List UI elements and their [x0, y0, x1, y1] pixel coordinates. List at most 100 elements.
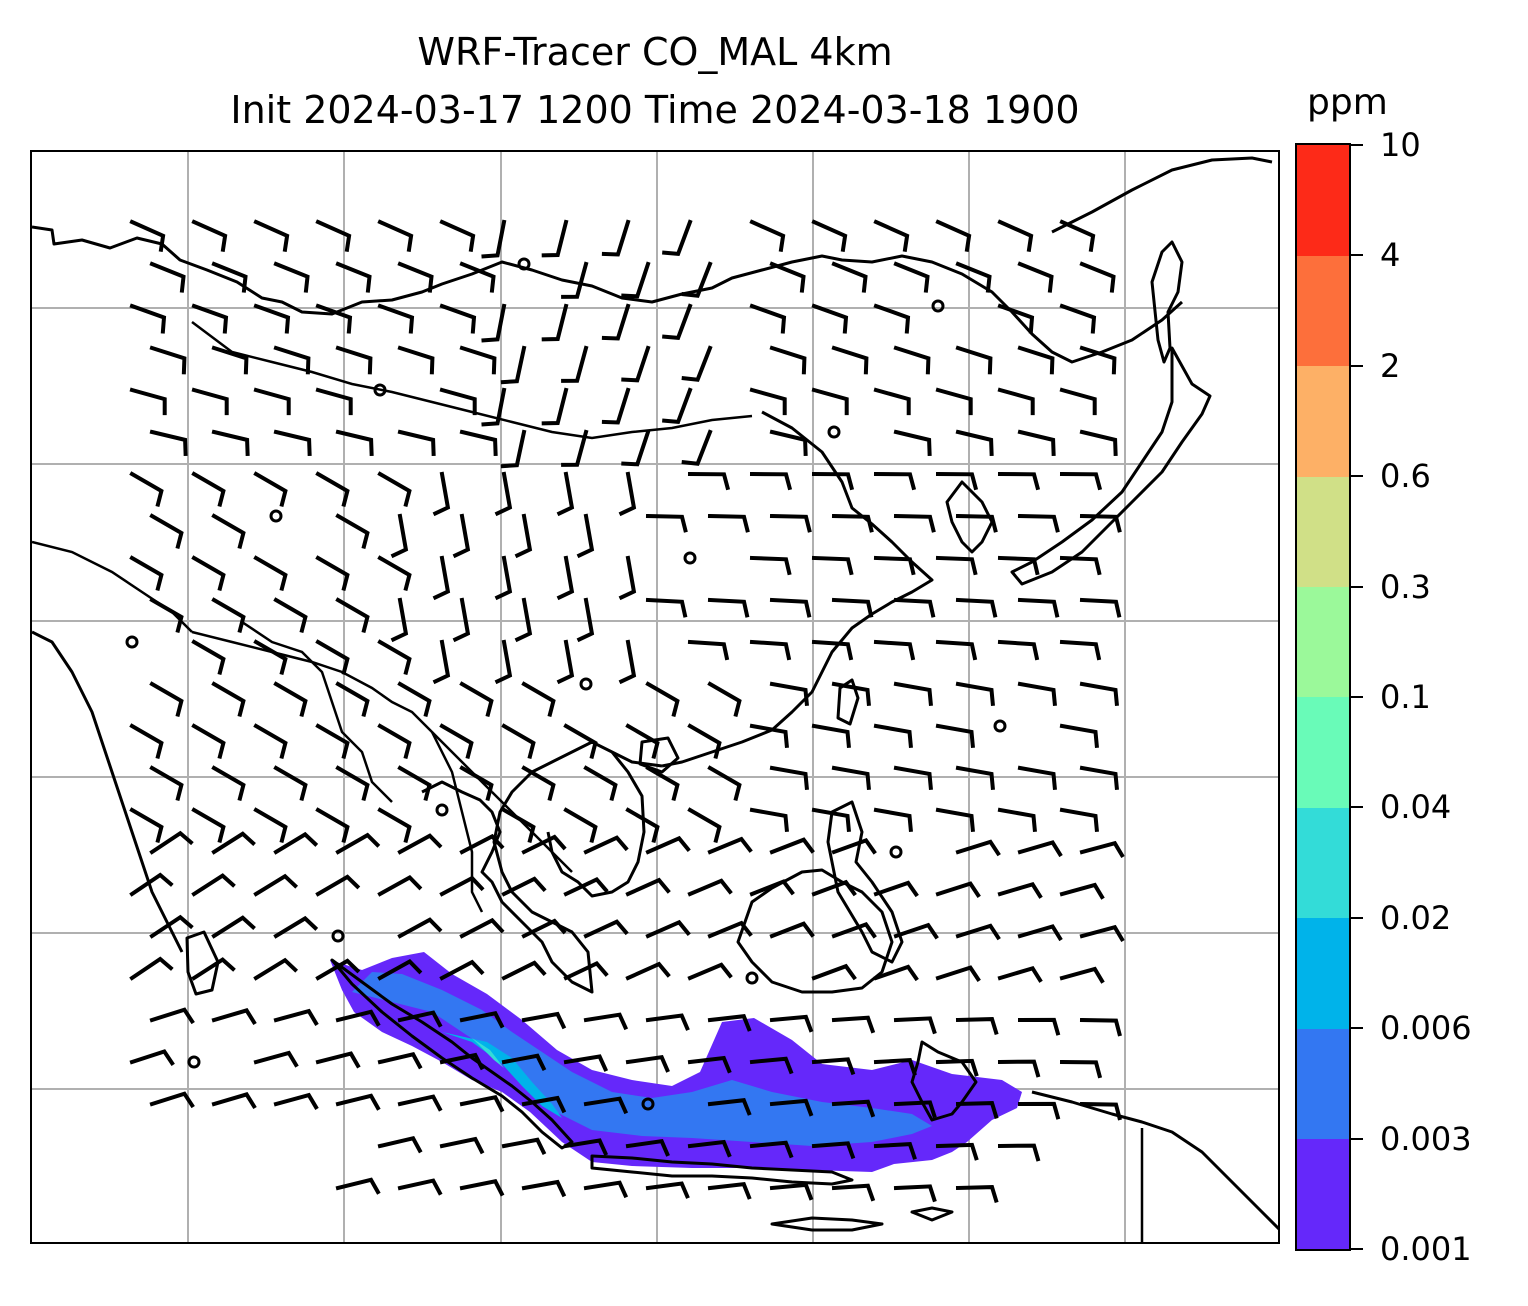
wind-barb	[377, 1052, 423, 1070]
wind-barb	[1079, 597, 1122, 618]
wind-barb	[191, 873, 236, 897]
colorbar-tick-label: 0.003	[1380, 1119, 1472, 1158]
wind-barb	[397, 917, 443, 939]
colorbar-tick-label: 2	[1380, 346, 1401, 385]
wind-barb	[749, 387, 787, 416]
wind-barb	[873, 387, 911, 416]
wind-barb	[211, 345, 249, 375]
wind-barb	[831, 765, 871, 790]
wind-barb	[811, 963, 857, 981]
wind-barb	[521, 918, 567, 939]
map-canvas	[32, 152, 1278, 1242]
wind-barb	[625, 1055, 670, 1073]
wind-barb	[211, 597, 246, 634]
wind-barb	[1059, 966, 1105, 984]
colorbar-segment	[1297, 476, 1349, 588]
wind-barb	[211, 681, 246, 718]
wind-barb	[831, 922, 877, 939]
wind-barb	[625, 723, 660, 760]
wind-barb	[556, 555, 575, 601]
wind-barb	[556, 471, 575, 517]
colorbar-segment	[1297, 1138, 1349, 1250]
wind-barb	[556, 639, 575, 685]
colorbar-tick	[1351, 916, 1363, 919]
wind-barb	[273, 765, 308, 802]
wind-barb	[335, 1009, 381, 1027]
calm-wind-marker	[579, 677, 593, 691]
wind-barb	[501, 723, 536, 760]
wind-barb	[618, 555, 637, 601]
wind-barb	[873, 555, 916, 576]
wind-barb	[645, 1013, 690, 1031]
wind-barb	[769, 345, 807, 375]
tracer-plume-level3	[442, 1032, 562, 1118]
wind-barb	[561, 345, 589, 383]
coastline-indochina	[421, 740, 663, 994]
wind-barb	[687, 1055, 732, 1074]
wind-barb	[211, 915, 256, 939]
wind-barb	[749, 639, 792, 661]
wind-barb	[1079, 429, 1118, 456]
wind-barb	[645, 1181, 690, 1199]
wind-barb	[273, 1008, 319, 1026]
wind-barb	[769, 1014, 814, 1033]
wind-barb	[687, 962, 733, 981]
wind-barb	[831, 1183, 876, 1202]
border-china-south	[191, 630, 493, 793]
wind-barb	[432, 471, 451, 517]
wind-barb	[149, 429, 188, 456]
wind-barb	[397, 765, 432, 802]
wind-barb	[873, 303, 911, 334]
calm-wind-marker	[993, 719, 1007, 733]
wind-barb	[439, 1136, 485, 1155]
wind-barb	[873, 807, 913, 832]
wind-barb	[459, 765, 494, 802]
wind-barb	[811, 387, 849, 416]
wind-barb	[397, 681, 432, 718]
wind-barb	[452, 597, 471, 643]
colorbar-tick-label: 0.1	[1380, 678, 1431, 716]
wind-barb	[831, 597, 874, 618]
wind-barb	[687, 471, 731, 491]
wind-barb	[1059, 387, 1097, 416]
wind-barb	[439, 875, 485, 897]
wind-barb	[955, 1185, 999, 1203]
wind-barb	[625, 1139, 670, 1157]
wind-barb	[707, 765, 742, 802]
wind-barb	[1017, 681, 1057, 706]
wind-barb	[893, 681, 933, 706]
colorbar-segment	[1297, 917, 1349, 1029]
wind-barb	[583, 835, 629, 855]
wind-barb	[749, 555, 792, 576]
wind-barb	[377, 959, 423, 981]
wind-barb	[811, 879, 857, 897]
wind-barb	[501, 876, 547, 897]
wind-barb	[439, 219, 476, 252]
wind-barb	[273, 681, 308, 718]
wind-barb	[211, 429, 250, 456]
wind-barb	[377, 303, 415, 334]
wind-barb	[129, 956, 174, 981]
wind-barb	[273, 429, 312, 456]
colorbar-tick-label: 0.001	[1380, 1230, 1472, 1268]
wind-barb	[687, 878, 733, 897]
coastline-north-asia	[32, 225, 1184, 364]
wind-barb	[831, 1015, 876, 1034]
border-china-mongolia	[191, 321, 753, 440]
wind-barb	[707, 1182, 752, 1200]
wind-barb	[893, 429, 932, 456]
wind-barb	[769, 513, 812, 533]
wind-barb	[335, 261, 372, 293]
wind-barb	[481, 303, 507, 343]
colorbar-unit: ppm	[1307, 82, 1388, 123]
wind-barb	[955, 1101, 999, 1119]
colorbar-tick	[1351, 144, 1363, 146]
wind-barb	[315, 387, 353, 416]
wind-barb	[1059, 303, 1097, 334]
wind-barb	[315, 555, 350, 592]
wind-barb	[997, 881, 1043, 899]
coastline-vietnam	[546, 751, 646, 898]
wind-barb	[494, 471, 513, 517]
wind-barb	[873, 639, 916, 661]
wind-barb	[893, 1184, 937, 1203]
